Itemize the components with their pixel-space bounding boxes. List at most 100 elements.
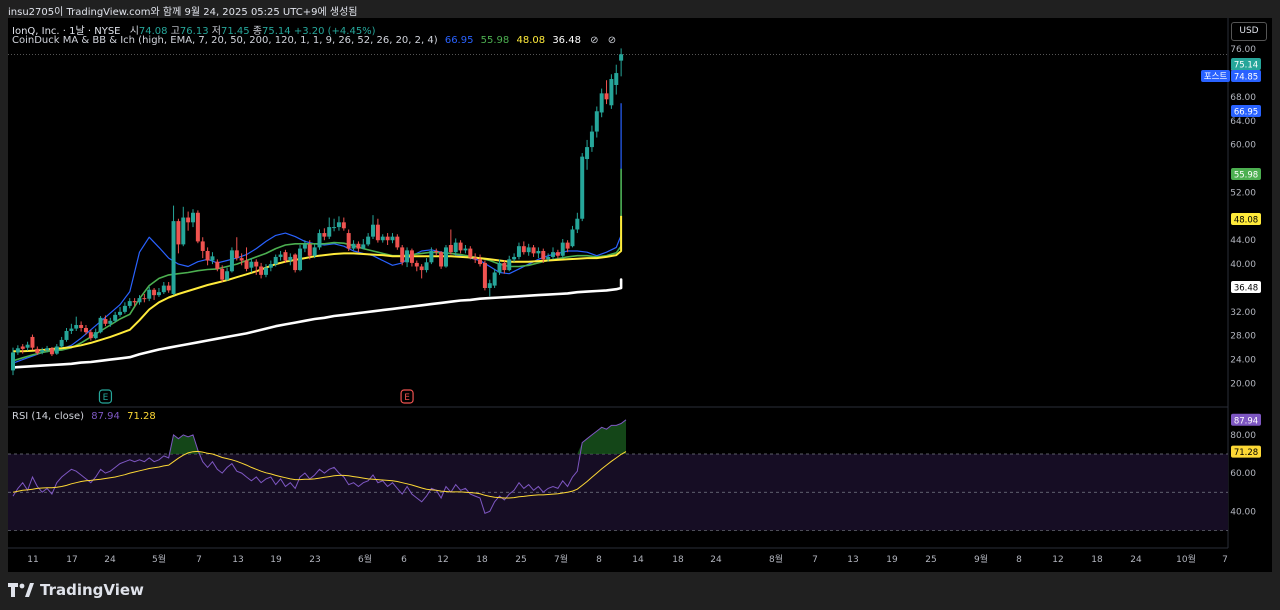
candle-body bbox=[463, 248, 468, 251]
caption-text: insu2705이 TradingView.com와 함께 9월 24, 202… bbox=[8, 7, 358, 18]
candle-body bbox=[268, 264, 273, 268]
time-tick-label: 25 bbox=[925, 555, 936, 565]
candle-body bbox=[118, 311, 123, 315]
time-tick-label: 25 bbox=[515, 555, 526, 565]
candle-body bbox=[69, 328, 74, 331]
ema200-value: 36.48 bbox=[552, 35, 581, 46]
candle-body bbox=[249, 261, 254, 268]
rsi-pane bbox=[8, 419, 1228, 531]
candle-body bbox=[132, 301, 137, 303]
rsi-tick-label: 60.00 bbox=[1230, 469, 1256, 479]
candle-body bbox=[619, 54, 624, 61]
time-tick-label: 23 bbox=[309, 555, 320, 565]
candle-body bbox=[113, 314, 118, 321]
price-label-box bbox=[1231, 58, 1261, 70]
indicator-legend[interactable]: CoinDuck MA & BB & Ich (high, EMA, 7, 20… bbox=[12, 35, 616, 46]
candle-body bbox=[137, 298, 142, 303]
candle-body bbox=[205, 250, 210, 261]
candle-body bbox=[152, 289, 157, 296]
time-tick-label: 24 bbox=[104, 555, 116, 565]
candle-body bbox=[385, 236, 390, 241]
settings-icon[interactable]: ⊘ bbox=[607, 35, 617, 46]
time-tick-label: 11 bbox=[27, 555, 38, 565]
time-tick-label: 18 bbox=[476, 555, 488, 565]
candle-body bbox=[439, 252, 444, 267]
tradingview-logo[interactable]: TradingView bbox=[8, 581, 144, 599]
currency-button[interactable]: USD bbox=[1231, 22, 1267, 41]
price-tick-label: 20.00 bbox=[1230, 380, 1256, 390]
candle-body bbox=[176, 221, 181, 245]
right-value-labels: 75.14 74.85 66.95 55.98 48.08 36.48 포스트 87.94 71… bbox=[1201, 58, 1261, 458]
price-tick-label: 40.00 bbox=[1230, 260, 1256, 270]
candle-body bbox=[273, 256, 278, 265]
price-label-box bbox=[1231, 281, 1261, 293]
candle-body bbox=[419, 266, 424, 271]
candle-body bbox=[492, 272, 497, 286]
candle-body bbox=[531, 247, 536, 254]
candle-body bbox=[414, 262, 419, 267]
candle-body bbox=[229, 250, 234, 272]
ema-line-4 bbox=[12, 278, 623, 369]
price-grid bbox=[8, 18, 1229, 549]
ema50-value: 48.08 bbox=[516, 35, 546, 46]
rsi-label: 87.94 bbox=[1234, 416, 1258, 426]
candle-body bbox=[127, 301, 132, 306]
rsi-label-box bbox=[1231, 413, 1261, 426]
candle-body bbox=[512, 256, 517, 260]
price-label-box bbox=[1231, 70, 1261, 82]
candle-body bbox=[468, 248, 473, 258]
price-label: 66.95 bbox=[1234, 108, 1258, 118]
rsi-ma-line bbox=[12, 450, 627, 499]
candle-body bbox=[156, 292, 161, 296]
rsi-line bbox=[12, 419, 627, 514]
price-tick-label: 64.00 bbox=[1230, 117, 1256, 127]
candle-body bbox=[283, 252, 288, 261]
candle-body bbox=[371, 224, 376, 237]
rsi-label: 71.28 bbox=[1234, 448, 1258, 458]
candle-body bbox=[434, 250, 439, 253]
candle-body bbox=[429, 250, 434, 263]
time-tick-label: 17 bbox=[66, 555, 77, 565]
candle-body bbox=[83, 327, 88, 333]
candle-body bbox=[521, 246, 526, 253]
time-tick-label: 8 bbox=[596, 555, 602, 565]
rsi-legend[interactable]: RSI (14, close) 87.94 71.28 bbox=[12, 411, 156, 422]
price-tick-label: 68.00 bbox=[1230, 93, 1256, 103]
candle-body bbox=[341, 222, 346, 229]
candle-body bbox=[507, 259, 512, 271]
logo-text: TradingView bbox=[40, 581, 144, 599]
high-value: 76.13 bbox=[179, 26, 209, 37]
candle-body bbox=[171, 221, 176, 294]
ema-line-2 bbox=[12, 168, 622, 362]
time-tick-label: 13 bbox=[232, 555, 243, 565]
candle-body bbox=[536, 250, 541, 254]
time-tick-label: 5월 bbox=[152, 553, 166, 565]
candle-body bbox=[604, 93, 609, 100]
candle-body bbox=[473, 257, 478, 260]
time-tick-label: 24 bbox=[1130, 555, 1142, 565]
candle-body bbox=[302, 244, 307, 249]
ema7-value: 66.95 bbox=[444, 35, 474, 46]
candle-body bbox=[64, 330, 69, 340]
candle-body bbox=[570, 229, 575, 247]
candle-body bbox=[502, 262, 507, 271]
time-tick-label: 8 bbox=[1016, 555, 1022, 565]
candle-body bbox=[147, 289, 152, 299]
time-tick-label: 12 bbox=[1052, 555, 1063, 565]
tradingview-logo-icon bbox=[8, 583, 34, 597]
candle-body bbox=[575, 218, 580, 230]
candle-body bbox=[580, 156, 585, 219]
earnings-marker: E bbox=[103, 393, 109, 403]
candle-body bbox=[225, 271, 230, 280]
hide-icon[interactable]: ⊘ bbox=[590, 35, 599, 46]
candle-body bbox=[220, 268, 225, 280]
time-tick-label: 12 bbox=[437, 555, 448, 565]
candle-body bbox=[361, 244, 366, 249]
time-tick-label: 24 bbox=[710, 555, 722, 565]
rsi-label-box bbox=[1231, 445, 1261, 458]
symbol-legend[interactable]: IonQ, Inc. · 1날 · NYSE 시74.08 고76.13 저71… bbox=[12, 22, 376, 37]
candle-body bbox=[332, 227, 337, 229]
candle-body bbox=[351, 243, 356, 249]
candle-body bbox=[317, 233, 322, 248]
